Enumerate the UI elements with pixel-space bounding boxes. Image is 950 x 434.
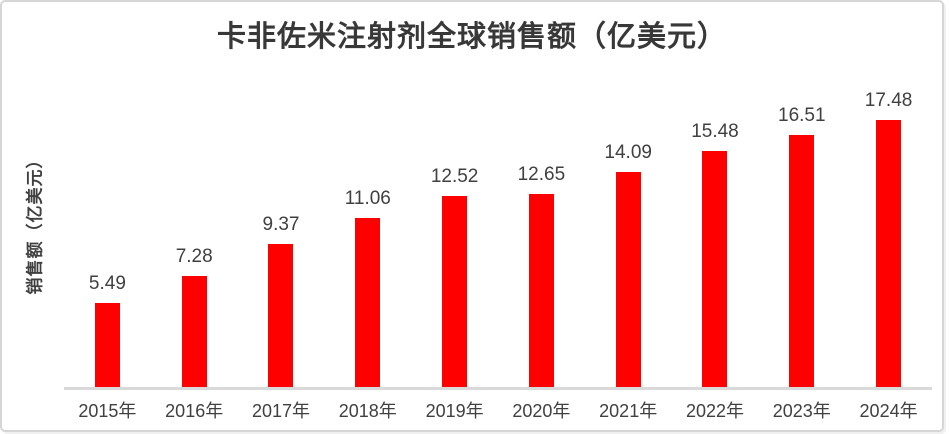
bars-row: 5.49 7.28 9.37 11.06 12.52 12.65 14.09 15.48 16.… bbox=[64, 58, 932, 387]
data-label: 12.52 bbox=[430, 166, 479, 187]
bar bbox=[94, 303, 120, 387]
data-label: 11.06 bbox=[344, 188, 391, 209]
x-axis-label: 2018年 bbox=[338, 401, 397, 421]
chart-title: 卡非佐米注射剂全球销售额（亿美元） bbox=[216, 19, 727, 53]
bar-slot: 12.52 bbox=[411, 166, 498, 387]
data-label: 5.49 bbox=[88, 273, 126, 294]
bar bbox=[702, 151, 728, 387]
x-axis-label: 2016年 bbox=[165, 401, 224, 421]
x-axis-label: 2024年 bbox=[859, 401, 918, 421]
bar-slot: 7.28 bbox=[151, 246, 238, 387]
x-axis-label: 2017年 bbox=[251, 401, 311, 421]
chart-body: 销售额（亿美元） 5.49 7.28 9.37 11.06 12.52 12.65 14.0… bbox=[2, 58, 942, 423]
x-axis-label: 2015年 bbox=[78, 401, 137, 421]
bar-slot: 12.65 bbox=[498, 164, 585, 387]
bar bbox=[789, 135, 815, 387]
x-axis-label: 2021年 bbox=[599, 401, 658, 421]
bar bbox=[268, 244, 294, 387]
data-label: 16.51 bbox=[778, 105, 826, 126]
data-label: 12.65 bbox=[517, 164, 566, 185]
y-axis-label: 销售额（亿美元） bbox=[25, 150, 45, 295]
bar-slot: 14.09 bbox=[585, 142, 672, 387]
x-axis: 2015年 2016年 2017年 2018年 2019年 2020年 2021年 2022年… bbox=[64, 387, 932, 423]
bar bbox=[528, 194, 554, 387]
bar-slot: 9.37 bbox=[238, 214, 325, 387]
data-label: 15.48 bbox=[691, 121, 739, 142]
bar bbox=[181, 276, 207, 387]
plot-area: 5.49 7.28 9.37 11.06 12.52 12.65 14.09 15.48 16.… bbox=[64, 58, 932, 423]
bar-slot: 17.48 bbox=[845, 90, 932, 387]
x-axis-label: 2019年 bbox=[425, 401, 484, 421]
bar-slot: 16.51 bbox=[758, 105, 845, 387]
data-label: 9.37 bbox=[262, 214, 300, 235]
data-label: 17.48 bbox=[864, 90, 913, 111]
bar-slot: 15.48 bbox=[672, 121, 759, 387]
x-axis-label: 2020年 bbox=[512, 401, 571, 421]
x-axis-label: 2023年 bbox=[772, 401, 831, 421]
y-axis-label-column: 销售额（亿美元） bbox=[2, 58, 64, 387]
data-label: 14.09 bbox=[604, 142, 652, 163]
bar bbox=[615, 172, 641, 387]
data-label: 7.28 bbox=[175, 246, 213, 267]
bar-slot: 5.49 bbox=[64, 273, 151, 387]
bar bbox=[876, 120, 902, 387]
bar-slot: 11.06 bbox=[324, 188, 411, 387]
bar bbox=[355, 218, 381, 387]
bar bbox=[442, 196, 468, 387]
x-axis-label: 2022年 bbox=[685, 401, 744, 421]
